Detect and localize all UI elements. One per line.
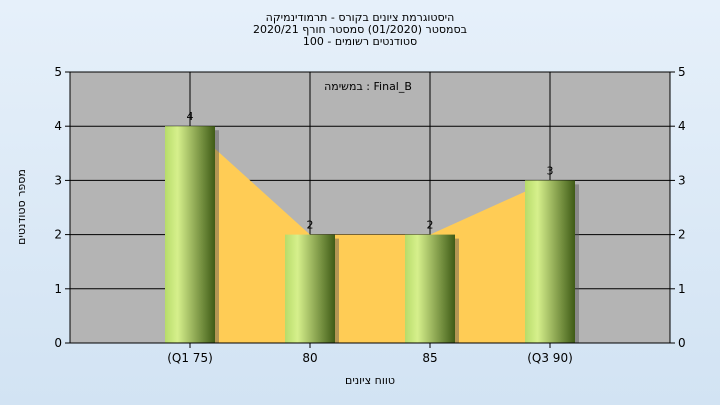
bar [525,180,575,343]
y-tick-label-left: 5 [54,65,62,79]
x-tick-label: 85 [422,351,437,365]
data-label: 2 [307,219,314,232]
x-tick-label: 80 [302,351,317,365]
bar [285,234,335,343]
data-label: 2 [427,219,434,232]
x-tick-label: (Q1 75) [167,351,213,365]
y-tick-label-left: 0 [54,336,62,350]
y-axis-right: 0 1 2 3 4 5 [670,65,686,350]
y-tick-label-left: 1 [54,282,62,296]
y-axis-left: 0 1 2 3 4 5 [54,65,70,350]
y-tick-label-left: 4 [54,119,62,133]
data-label: 4 [187,110,194,123]
annotation-text: במשימה : Final_B [324,80,412,93]
y-axis-label: מספר סטודנטים [15,169,28,245]
y-tick-label-right: 2 [678,228,686,242]
chart-title-line-3: סטודנטים רשומים - 100 [303,35,417,48]
y-tick-label-left: 2 [54,228,62,242]
y-tick-label-right: 4 [678,119,686,133]
x-axis-label: טווח ציונים [345,374,395,387]
x-tick-label: (Q3 90) [527,351,573,365]
chart-title-line-2: בסמסטר (01/2020) סמסטר חורף 2020/21 [253,23,467,36]
y-tick-label-left: 3 [54,173,62,187]
y-tick-label-right: 3 [678,173,686,187]
bars-group [165,126,579,343]
trend-area [190,126,550,343]
bar [405,234,455,343]
chart-title-line-1: היסטוגרמת ציונים בקורס - תרמודינמיקה [266,11,455,24]
bar [165,126,215,343]
y-tick-label-right: 1 [678,282,686,296]
x-axis: (Q1 75) 80 85 (Q3 90) [167,343,573,365]
y-tick-label-right: 0 [678,336,686,350]
plot-frame [69,71,671,344]
data-label: 3 [547,164,554,177]
data-labels-group: 4 2 2 3 [187,110,554,231]
y-tick-label-right: 5 [678,65,686,79]
